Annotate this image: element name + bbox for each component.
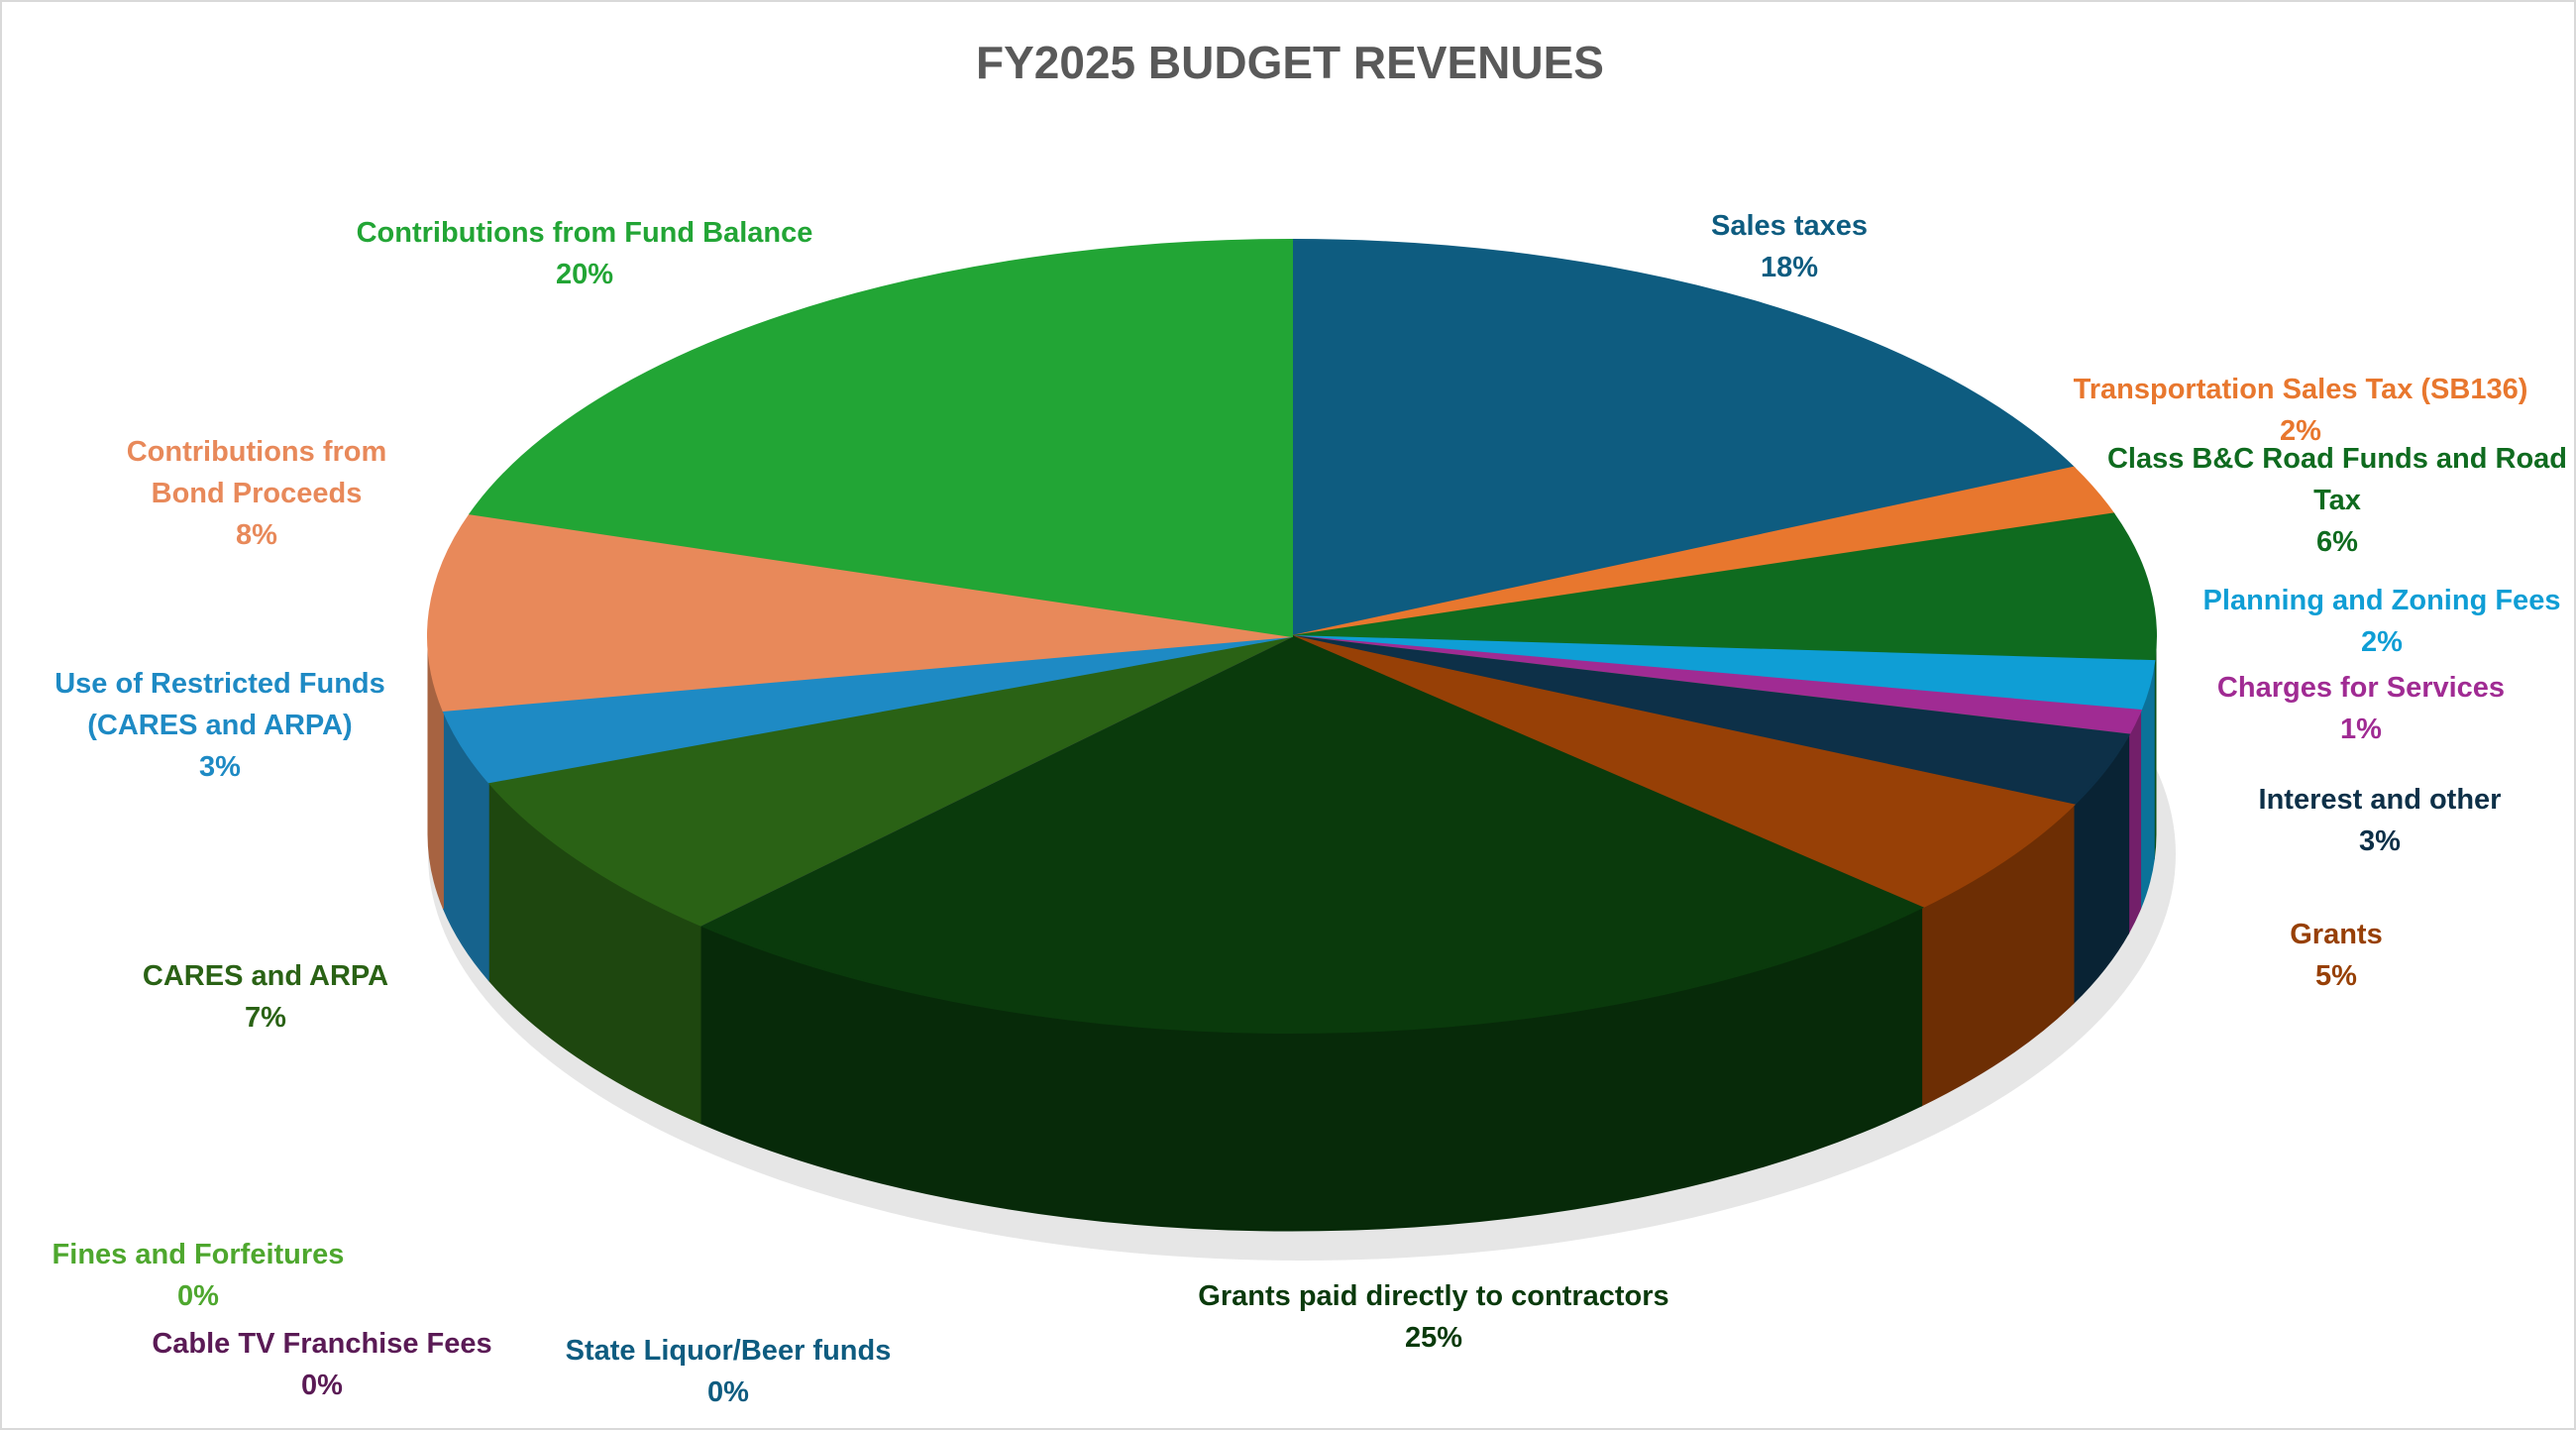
slice (698, 634, 1925, 1034)
value-label: 0% (301, 1370, 343, 1401)
value-label: 5% (2315, 960, 2357, 992)
data-label: CARES and ARPA 7% (77, 955, 454, 1039)
slice-side (2128, 710, 2142, 935)
data-label: Charges for Services 1% (2163, 667, 2559, 750)
category-label: Grants paid directly to contractors (1198, 1280, 1669, 1312)
category-label: Transportation Sales Tax (SB136) (2073, 374, 2528, 405)
category-label: CARES and ARPA (142, 960, 389, 992)
value-label: 25% (1404, 1322, 1463, 1354)
data-label: Contributions from Bond Proceeds 8% (103, 431, 410, 556)
value-label: 1% (2340, 714, 2382, 745)
slice (427, 512, 1293, 713)
category-label: Grants (2290, 919, 2383, 950)
category-label: Fines and Forfeitures (52, 1239, 345, 1270)
category-label: Interest and other (2258, 784, 2502, 816)
value-label: 3% (199, 751, 241, 783)
category-label: Use of Restricted Funds (CARES and ARPA) (54, 668, 385, 741)
data-label: Class B&C Road Funds and Road Tax 6% (2099, 438, 2574, 563)
category-label: Contributions from Bond Proceeds (126, 436, 387, 509)
value-label: 2% (2280, 415, 2321, 447)
value-label: 2% (2361, 626, 2403, 658)
data-label: Grants paid directly to contractors 25% (1136, 1275, 1731, 1359)
data-label: Use of Restricted Funds (CARES and ARPA)… (37, 663, 403, 788)
slice (1291, 238, 2077, 638)
data-label: Interest and other 3% (2172, 779, 2574, 862)
category-label: State Liquor/Beer funds (565, 1335, 892, 1367)
value-label: 0% (177, 1280, 219, 1312)
slice (1291, 512, 2157, 663)
value-label: 3% (2359, 825, 2401, 857)
data-label: Contributions from Fund Balance 20% (327, 212, 842, 295)
value-label: 18% (1760, 252, 1819, 283)
category-label: Cable TV Franchise Fees (152, 1328, 492, 1360)
slice (468, 238, 1293, 638)
value-label: 6% (2316, 526, 2358, 558)
category-label: Charges for Services (2216, 672, 2506, 704)
value-label: 8% (236, 519, 277, 551)
chart-title: FY2025 BUDGET REVENUES (976, 37, 1604, 88)
slice (486, 635, 1293, 927)
data-label: State Liquor/Beer funds 0% (530, 1330, 926, 1413)
category-label: Class B&C Road Funds and Road Tax (2106, 443, 2568, 516)
slice (1291, 635, 2077, 909)
data-label: Planning and Zoning Fees 2% (2174, 580, 2574, 663)
value-label: 7% (245, 1002, 286, 1034)
value-label: 20% (555, 259, 614, 290)
value-label: 0% (707, 1376, 749, 1408)
data-label: Sales taxes 18% (1591, 205, 1987, 288)
data-label: Grants 5% (2188, 914, 2485, 997)
data-label: Transportation Sales Tax (SB136) 2% (2043, 369, 2558, 452)
category-label: Contributions from Fund Balance (356, 217, 813, 249)
data-label: Cable TV Franchise Fees 0% (124, 1323, 520, 1406)
data-label: Fines and Forfeitures 0% (10, 1234, 386, 1317)
category-label: Sales taxes (1710, 210, 1868, 242)
category-label: Planning and Zoning Fees (2202, 585, 2561, 616)
